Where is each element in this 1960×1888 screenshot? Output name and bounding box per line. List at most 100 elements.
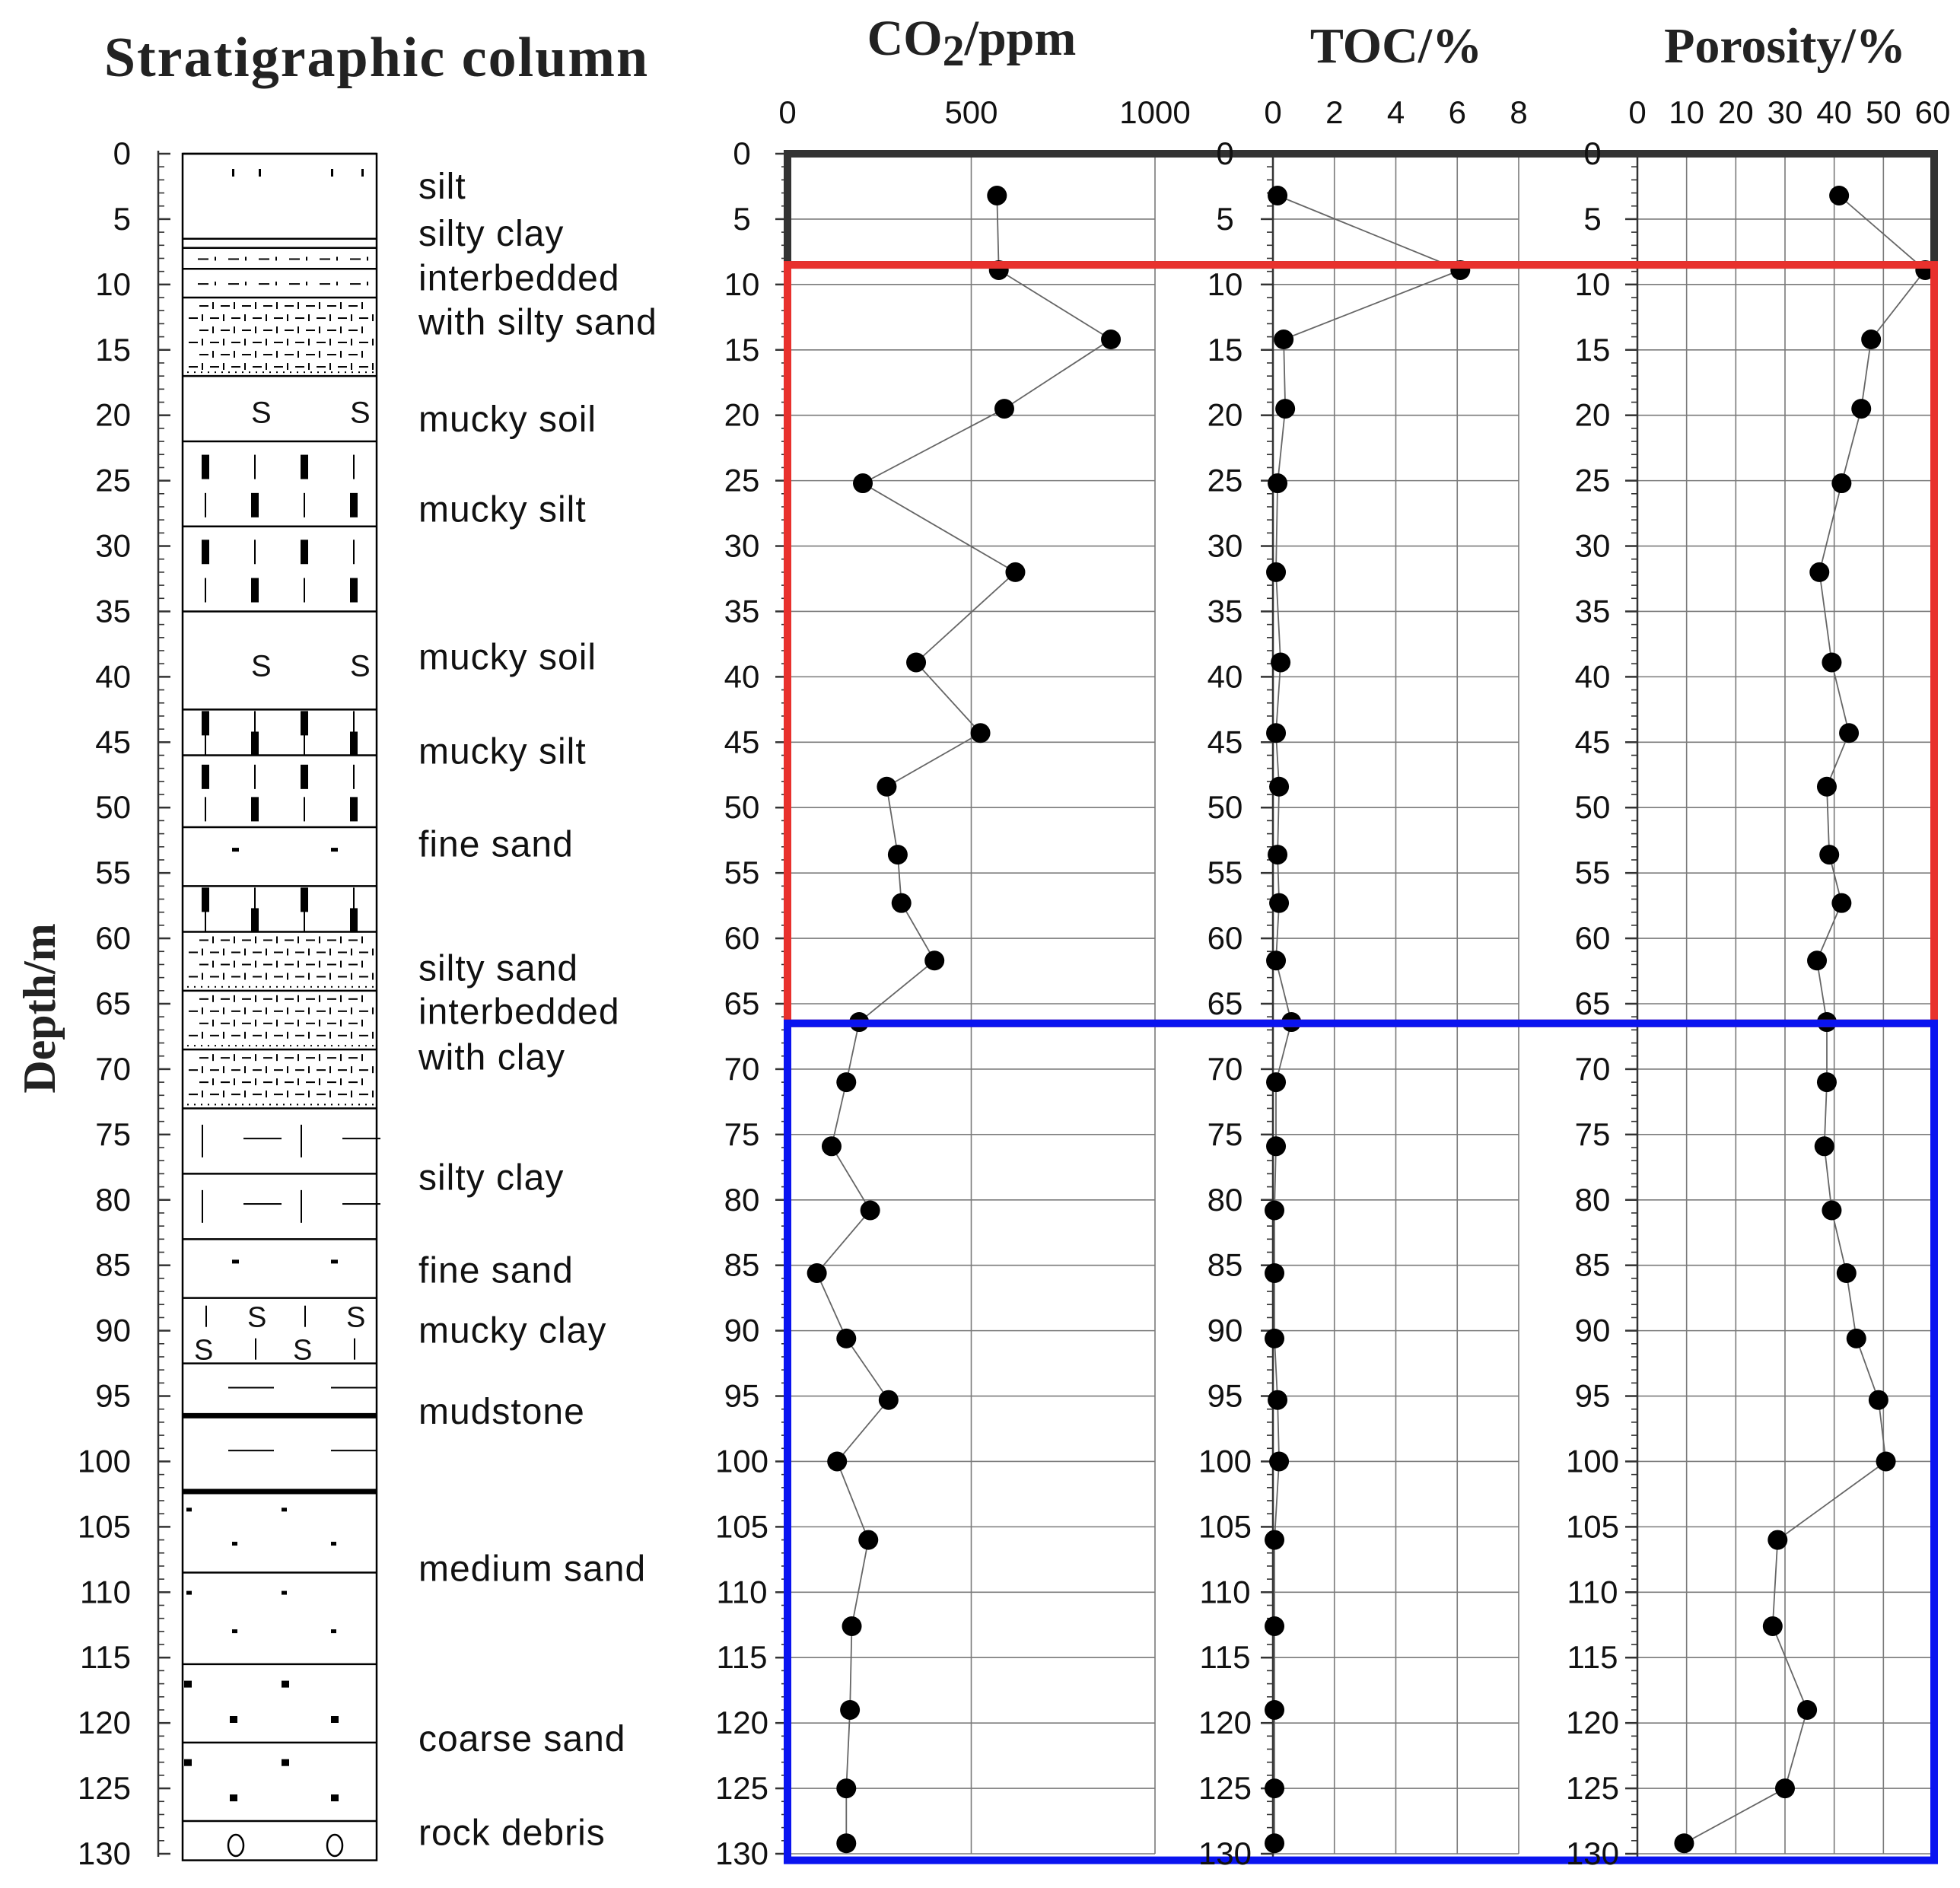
- co2-data-point: [924, 950, 945, 971]
- pattern-clay-vline: [255, 1338, 256, 1360]
- porosity-depth-tick-label: 55: [1575, 855, 1611, 890]
- pattern-sand-tick: [255, 1019, 256, 1027]
- pattern-sand-dash: [274, 317, 283, 320]
- porosity-data-point: [1851, 399, 1872, 419]
- pattern-sand-dot: [283, 1103, 285, 1106]
- pattern-sand-dot: [331, 1103, 332, 1106]
- lith-label: mucky soil: [418, 400, 597, 440]
- pattern-sand-tick: [361, 1019, 363, 1027]
- pattern-sand-dash: [253, 976, 262, 978]
- pattern-sand-dash: [285, 1022, 294, 1024]
- pattern-sand-tick: [223, 1090, 224, 1098]
- pattern-sand-dot: [338, 1103, 339, 1106]
- toc-depth-tick-label: 25: [1208, 463, 1243, 498]
- strat-depth-tick-label: 35: [95, 593, 131, 629]
- toc-depth-tick-label: 10: [1208, 266, 1243, 302]
- toc-data-point: [1265, 1778, 1285, 1799]
- toc-data-point: [1268, 185, 1288, 205]
- co2-depth-tick-label: 20: [724, 397, 760, 433]
- pattern-sand-dash: [317, 1010, 326, 1012]
- strat-depth-tick-label: 5: [113, 201, 131, 237]
- porosity-depth-tick-label: 25: [1575, 463, 1611, 498]
- strat-depth-tick-label: 50: [95, 789, 131, 825]
- pattern-sand-tick: [202, 973, 203, 980]
- toc-depth-tick-label: 110: [1200, 1574, 1251, 1609]
- pattern-sand-dot: [242, 1045, 243, 1047]
- pattern-sand-tick: [351, 1066, 352, 1074]
- pattern-sand-dash: [189, 366, 198, 368]
- pattern-sand-dot: [290, 371, 291, 374]
- toc-data-point: [1265, 1263, 1285, 1284]
- pattern-sand-dot: [187, 371, 189, 374]
- pattern-sand-dot: [269, 1045, 271, 1047]
- pattern-silt-dot: [306, 256, 307, 261]
- pattern-sand-dot: [276, 1045, 278, 1047]
- lith-label: fine sand: [418, 824, 574, 864]
- pattern-sand-dot: [249, 1045, 250, 1047]
- pattern-sand-tick: [308, 363, 310, 371]
- pattern-silt-line: [254, 887, 256, 912]
- pattern-sand-dash: [210, 366, 219, 368]
- pattern-sand-dot: [297, 985, 298, 988]
- co2-data-point: [836, 1778, 857, 1799]
- pattern-sand-dot: [215, 1103, 216, 1106]
- strat-depth-tick-label: 60: [95, 920, 131, 956]
- lith-label: silty clay: [418, 214, 564, 254]
- pattern-sand-tick: [266, 948, 267, 956]
- lith-label: rock debris: [418, 1813, 606, 1854]
- pattern-sand-dot: [331, 1045, 332, 1047]
- co2-depth-tick-label: 80: [724, 1182, 760, 1218]
- pattern-sand-tick: [223, 339, 224, 346]
- pattern-sand-dash: [242, 998, 251, 1000]
- pattern-coarse-sand-dot: [230, 1794, 237, 1802]
- pattern-sand-dash: [359, 1010, 368, 1012]
- pattern-sand-dash: [242, 305, 251, 307]
- pattern-mucky-block: [301, 540, 308, 565]
- pattern-sand-dot: [358, 1045, 360, 1047]
- depth-axis-label: Depth/m: [14, 923, 65, 1093]
- pattern-sand-dash: [263, 939, 272, 941]
- pattern-silt-dot: [275, 256, 277, 261]
- pattern-sand-dot: [352, 985, 353, 988]
- pattern-sand-dash: [327, 998, 336, 1000]
- pattern-sand-dash: [348, 330, 358, 332]
- pattern-sand-tick: [361, 326, 363, 334]
- pattern-sand-dash: [327, 939, 336, 941]
- pattern-sand-tick: [351, 339, 352, 346]
- lith-label: mucky clay: [418, 1311, 606, 1352]
- pattern-sand-dot: [310, 985, 312, 988]
- pattern-sand-dot: [249, 371, 250, 374]
- pattern-clay-dash: [289, 258, 300, 260]
- pattern-sand-tick: [244, 363, 246, 371]
- porosity-depth-tick-label: 85: [1575, 1247, 1611, 1283]
- pattern-sand-dash: [210, 1010, 219, 1012]
- pattern-sand-dash: [285, 354, 294, 356]
- pattern-silt-line: [353, 540, 355, 565]
- pattern-sand-tick: [234, 302, 235, 310]
- porosity-data-point: [1814, 1136, 1834, 1157]
- pattern-sand-tick: [372, 339, 374, 346]
- pattern-sand-dash: [210, 1094, 219, 1096]
- co2-depth-tick-label: 15: [724, 332, 760, 368]
- pattern-sand-tick: [266, 973, 267, 980]
- pattern-sand-dash: [274, 976, 283, 978]
- pattern-sand-dash: [199, 963, 208, 966]
- porosity-depth-tick-label: 105: [1566, 1508, 1619, 1544]
- pattern-sand-tick: [276, 960, 278, 968]
- pattern-sand-dash: [338, 1010, 347, 1012]
- pattern-sand-dash: [338, 976, 347, 978]
- co2-data-point: [1005, 562, 1026, 582]
- pattern-sand-dash: [306, 939, 315, 941]
- pattern-sand-tick: [308, 339, 310, 346]
- co2-depth-tick-label: 60: [724, 920, 760, 956]
- pattern-sand-tick: [329, 1090, 331, 1098]
- pattern-s-glyph: S: [293, 1335, 312, 1367]
- pattern-sand-tick: [340, 351, 342, 358]
- pattern-sand-dash: [231, 317, 240, 320]
- co2-depth-tick-label: 120: [715, 1705, 768, 1740]
- porosity-depth-tick-label: 120: [1566, 1705, 1619, 1740]
- porosity-panel-title: Porosity/%: [1664, 18, 1906, 74]
- pattern-sand-tick: [361, 960, 363, 968]
- porosity-depth-tick-label: 10: [1575, 266, 1611, 302]
- pattern-sand-tick: [351, 973, 352, 980]
